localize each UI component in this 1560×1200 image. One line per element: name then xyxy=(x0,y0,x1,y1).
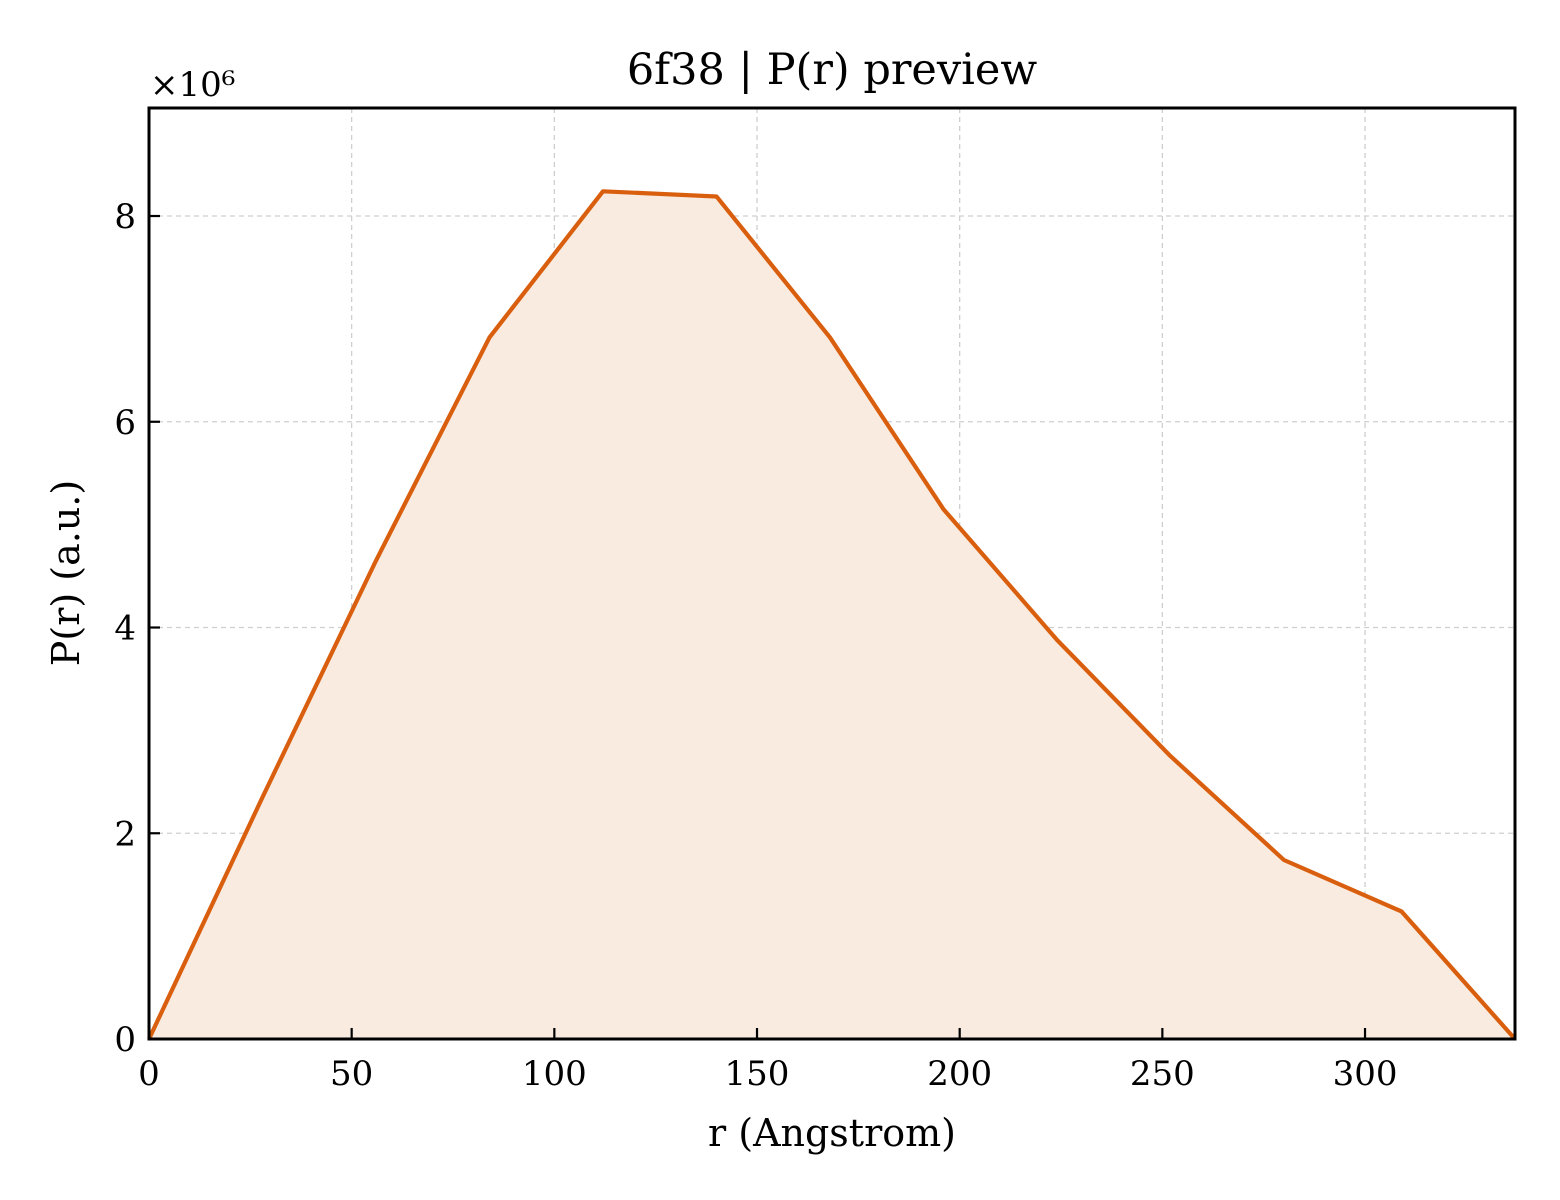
y-axis-label: P(r) (a.u.) xyxy=(44,480,88,666)
x-tick-label: 150 xyxy=(725,1054,790,1094)
x-tick-label: 300 xyxy=(1333,1054,1398,1094)
chart-title: 6f38 | P(r) preview xyxy=(627,45,1038,95)
x-axis-label: r (Angstrom) xyxy=(708,1111,956,1155)
pr-series-line xyxy=(147,189,1517,1041)
y-tick-label: 8 xyxy=(114,197,136,237)
x-tick-label: 50 xyxy=(330,1054,373,1094)
plot-frame xyxy=(147,106,1517,1041)
y-tick-label: 4 xyxy=(114,609,136,649)
y-tick-label: 0 xyxy=(114,1020,136,1060)
x-tick-label: 100 xyxy=(522,1054,587,1094)
x-tick-label: 250 xyxy=(1130,1054,1195,1094)
y-tick-label: 2 xyxy=(114,814,136,854)
axis-ticks: 0 50 100 150 200 250 300 0 2 4 6 8 xyxy=(114,197,1397,1094)
pr-area-fill xyxy=(149,191,1515,1039)
y-axis-offset-label: ×10⁶ xyxy=(150,65,235,105)
y-tick-label: 6 xyxy=(114,403,136,443)
x-tick-label: 0 xyxy=(138,1054,160,1094)
x-tick-label: 200 xyxy=(927,1054,992,1094)
